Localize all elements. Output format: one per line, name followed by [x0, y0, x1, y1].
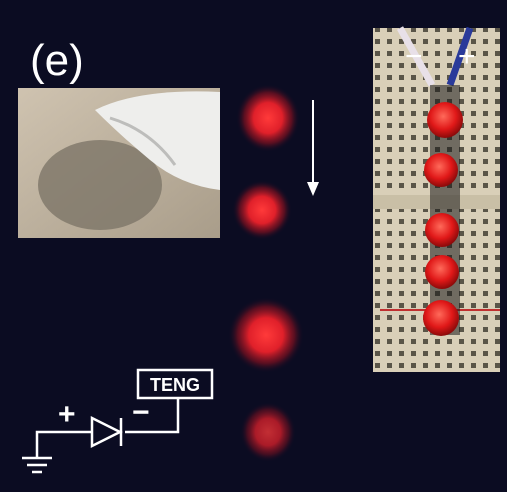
circuit-plus: +: [58, 398, 76, 431]
circuit-minus: −: [132, 396, 150, 429]
led-glow: [232, 180, 292, 240]
polarity-plus: +: [458, 40, 476, 73]
led-glow: [240, 402, 296, 462]
led: [423, 300, 459, 336]
teng-label: TENG: [150, 375, 200, 395]
page: {"panel_label": "(e)", "breadboard": {"m…: [0, 0, 507, 492]
led-glow: [228, 297, 304, 373]
led: [425, 213, 459, 247]
inset-photo: [18, 88, 220, 238]
figure-panel: (e) − + TENG: [0, 0, 507, 492]
polarity-minus: −: [405, 40, 423, 73]
led: [425, 255, 459, 289]
panel-label: (e): [30, 36, 84, 85]
led: [427, 102, 463, 138]
breadboard-photo: − +: [373, 28, 500, 372]
led-glow: [236, 84, 300, 152]
led: [424, 153, 458, 187]
